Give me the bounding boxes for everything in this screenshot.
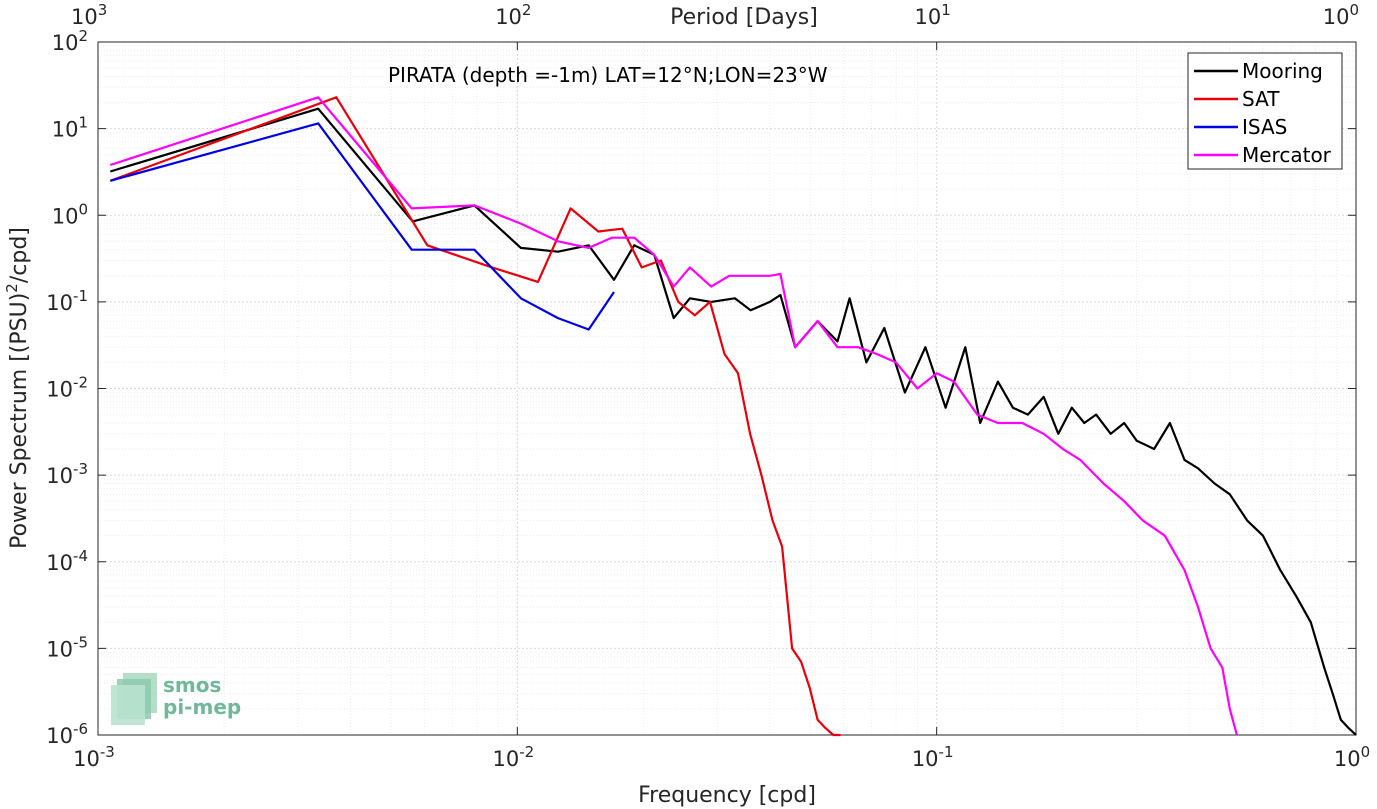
series-line-sat [109, 96, 841, 737]
logo-text-pimep: pi-mep [163, 695, 241, 719]
legend-label-isas: ISAS [1242, 115, 1287, 139]
logo-text-smos: smos [163, 673, 221, 697]
series-line-mooring [109, 107, 1357, 736]
top-tick-label: 102 [495, 1, 531, 29]
top-tick-label: 100 [1323, 1, 1359, 29]
y-tick-label: 10-1 [46, 287, 88, 315]
legend: Mooring SAT ISAS Mercator [1187, 52, 1343, 170]
logo-mark-front [111, 685, 145, 725]
top-tick-label: 103 [71, 1, 107, 29]
chart-annotation: PIRATA (depth =-1m) LAT=12°N;LON=23°W [388, 63, 828, 87]
legend-label-mooring: Mooring [1242, 59, 1323, 83]
x-tick-label: 100 [1334, 743, 1370, 771]
y-tick-label: 10-5 [46, 633, 88, 661]
series-line-mercator [109, 96, 1238, 736]
y-axis-title: Power Spectrum [(PSU)2/cpd] [3, 227, 32, 549]
y-axis-title-main: Power Spectrum [(PSU) [7, 293, 32, 549]
y-tick-label: 10-3 [46, 460, 88, 488]
grid [97, 42, 1356, 736]
legend-label-sat: SAT [1242, 87, 1280, 111]
x-tick-label: 10-1 [912, 743, 954, 771]
x-tick-label: 10-2 [492, 743, 534, 771]
top-axis-title: Period [Days] [670, 5, 818, 30]
y-tick-label: 100 [52, 200, 88, 228]
series-line-isas [110, 122, 615, 331]
y-tick-label: 10-2 [46, 374, 88, 402]
x-tick-label: 10-3 [73, 743, 115, 771]
legend-label-mercator: Mercator [1242, 143, 1332, 167]
x-axis-title: Frequency [cpd] [638, 783, 816, 808]
y-tick-label: 10-6 [46, 720, 88, 748]
y-tick-label: 101 [52, 114, 88, 142]
smos-pimep-logo: smos pi-mep [111, 673, 241, 725]
series-layer [109, 96, 1357, 737]
y-axis-title-tail: /cpd] [7, 227, 32, 283]
top-tick-label: 101 [915, 1, 951, 29]
y-tick-label: 102 [52, 27, 88, 55]
legend-box [1187, 52, 1343, 170]
y-tick-label: 10-4 [46, 547, 88, 575]
y-axis-title-sup: 2 [3, 283, 21, 293]
